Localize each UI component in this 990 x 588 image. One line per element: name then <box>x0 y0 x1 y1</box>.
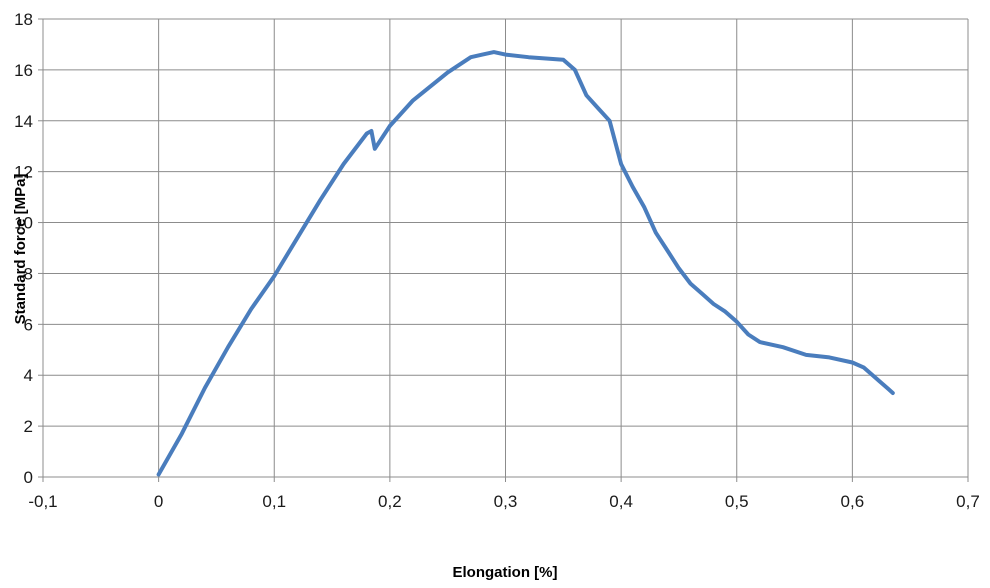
y-tick-labels: 0 2 4 6 8 10 12 14 16 18 <box>14 10 33 487</box>
x-tick-label: 0,1 <box>262 492 286 511</box>
y-tick-label: 2 <box>24 417 33 436</box>
x-tick-label: 0 <box>154 492 163 511</box>
y-tick-label: 8 <box>24 264 33 283</box>
axes <box>38 18 969 482</box>
y-tick-label: 14 <box>14 112 33 131</box>
x-tick-label: 0,6 <box>841 492 865 511</box>
y-tick-label: 10 <box>14 214 33 233</box>
x-tick-label: 0,4 <box>609 492 633 511</box>
y-tick-label: 0 <box>24 468 33 487</box>
series-group <box>156 50 895 477</box>
y-tick-label: 6 <box>24 315 33 334</box>
x-tick-label: 0,5 <box>725 492 749 511</box>
y-tick-label: 12 <box>14 163 33 182</box>
y-tick-label: 16 <box>14 61 33 80</box>
gridlines <box>42 18 969 478</box>
x-tick-labels: -0,1 0 0,1 0,2 0,3 0,4 0,5 0,6 0,7 <box>28 492 979 511</box>
x-tick-label: 0,2 <box>378 492 402 511</box>
x-tick-label: 0,3 <box>494 492 518 511</box>
y-tick-label: 4 <box>24 366 33 385</box>
x-tick-label: -0,1 <box>28 492 57 511</box>
series-line <box>156 50 895 477</box>
x-tick-label: 0,7 <box>956 492 980 511</box>
y-axis-label: Standard force [MPa] <box>12 174 29 325</box>
x-axis-label: Elongation [%] <box>453 564 558 581</box>
y-tick-label: 18 <box>14 10 33 29</box>
